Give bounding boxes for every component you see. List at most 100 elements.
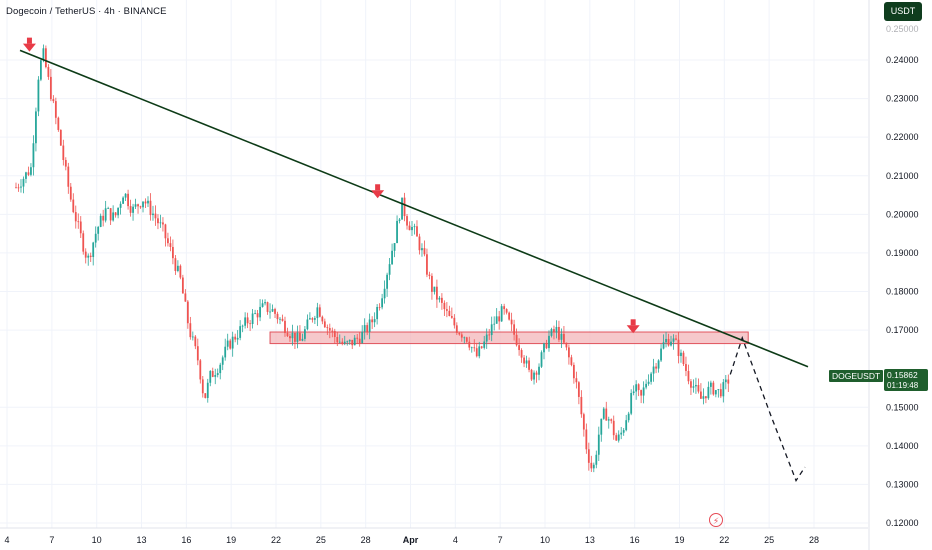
last-price: 0.15862 bbox=[887, 370, 918, 380]
candle-body bbox=[478, 346, 481, 357]
candle-body bbox=[622, 430, 625, 433]
candle-body bbox=[665, 338, 667, 343]
lightning-bolt-icon[interactable]: ⚡ bbox=[709, 513, 723, 527]
candle-body bbox=[189, 323, 192, 338]
candle-body bbox=[438, 297, 441, 300]
candle-body bbox=[570, 357, 573, 365]
candle-body bbox=[528, 360, 530, 370]
candle-body bbox=[361, 331, 364, 344]
candle-body bbox=[373, 319, 376, 323]
candle-body bbox=[259, 306, 261, 318]
candle-body bbox=[64, 160, 67, 167]
time-tick-label: 25 bbox=[316, 535, 326, 545]
candle-body bbox=[249, 323, 252, 325]
candle-body bbox=[122, 197, 124, 204]
candle-body bbox=[179, 265, 182, 278]
candle-body bbox=[640, 390, 643, 396]
candle-body bbox=[418, 236, 421, 251]
candle-body bbox=[647, 381, 650, 384]
candle-body bbox=[642, 387, 645, 396]
price-tick-label: 0.13000 bbox=[886, 479, 919, 489]
candle-body bbox=[368, 319, 371, 332]
bar-countdown: 01:19:48 bbox=[887, 381, 919, 390]
candle-body bbox=[607, 419, 610, 421]
price-tick-label: 0.18000 bbox=[886, 287, 919, 297]
last-price-tag: 0.15862 01:19:48 bbox=[884, 369, 928, 391]
candle-body bbox=[513, 324, 516, 335]
arrow-head bbox=[626, 325, 640, 334]
price-axis[interactable]: 0.24000 0.23000 0.22000 0.21000 0.20000 0.190… bbox=[868, 0, 919, 550]
candle-body bbox=[714, 390, 717, 395]
candle-body bbox=[323, 321, 326, 328]
candle-body bbox=[436, 286, 438, 300]
candle-body bbox=[637, 384, 640, 391]
price-tick-label: 0.24000 bbox=[886, 55, 919, 65]
time-tick-label: 28 bbox=[361, 535, 371, 545]
candle-body bbox=[662, 342, 665, 349]
candle-body bbox=[246, 317, 249, 324]
candle-body bbox=[724, 379, 727, 383]
candle-body bbox=[336, 336, 339, 343]
candle-body bbox=[279, 318, 281, 320]
candle-body bbox=[286, 332, 289, 337]
time-axis[interactable]: 4 7 10 13 16 19 22 25 28 Apr 4 7 10 13 16 19 22 25 28 bbox=[0, 527, 868, 545]
candle-body bbox=[510, 319, 513, 325]
candle-body bbox=[37, 79, 40, 112]
candle-body bbox=[338, 341, 341, 343]
candle-body bbox=[57, 117, 60, 130]
symbol-price-label: DOGEUSDT bbox=[829, 370, 884, 382]
candle-body bbox=[216, 373, 219, 375]
candle-body bbox=[563, 333, 565, 343]
candle-body bbox=[498, 316, 501, 322]
candle-body bbox=[102, 215, 105, 221]
candle-body bbox=[99, 215, 102, 227]
candle-body bbox=[712, 382, 715, 395]
candle-body bbox=[717, 389, 720, 391]
candle-body bbox=[421, 248, 423, 251]
candle-body bbox=[25, 172, 27, 179]
resistance-zone bbox=[269, 331, 749, 345]
candle-body bbox=[167, 238, 169, 244]
candle-body bbox=[657, 360, 660, 369]
candle-body bbox=[44, 48, 47, 68]
candle-body bbox=[77, 221, 80, 223]
candle-body bbox=[341, 341, 344, 344]
arrow-shaft bbox=[375, 184, 381, 191]
candle-body bbox=[518, 345, 520, 351]
candle-body bbox=[87, 255, 90, 258]
candle-body bbox=[201, 379, 204, 394]
candle-body bbox=[378, 307, 381, 308]
candle-body bbox=[403, 197, 406, 217]
candle-body bbox=[682, 352, 685, 365]
time-tick-label: 10 bbox=[540, 535, 550, 545]
candle-body bbox=[117, 207, 120, 216]
candle-body bbox=[214, 374, 217, 377]
candle-body bbox=[460, 334, 463, 338]
candle-body bbox=[550, 329, 553, 336]
candle-body bbox=[411, 226, 413, 231]
candle-body bbox=[199, 360, 202, 380]
candle-body bbox=[27, 172, 30, 175]
candle-body bbox=[89, 255, 92, 258]
candle-body bbox=[508, 312, 511, 320]
candle-body bbox=[525, 360, 528, 364]
candle-body bbox=[284, 320, 286, 333]
candle-body bbox=[391, 250, 393, 265]
candle-body bbox=[196, 346, 199, 361]
candle-body bbox=[468, 341, 471, 348]
projection-path bbox=[729, 335, 806, 482]
grid bbox=[0, 0, 868, 528]
candle-body bbox=[186, 301, 189, 324]
candle-body bbox=[269, 311, 271, 313]
currency-badge[interactable]: USDT bbox=[884, 2, 922, 21]
candle-body bbox=[408, 225, 411, 231]
candle-body bbox=[221, 357, 224, 365]
candle-body bbox=[154, 213, 157, 219]
candle-body bbox=[271, 309, 274, 312]
price-tick-label-clipped: 0.25000 bbox=[886, 24, 919, 34]
candle-body bbox=[650, 373, 652, 382]
time-tick-label: 16 bbox=[181, 535, 191, 545]
candle-body bbox=[331, 330, 334, 332]
candle-body bbox=[104, 208, 107, 221]
